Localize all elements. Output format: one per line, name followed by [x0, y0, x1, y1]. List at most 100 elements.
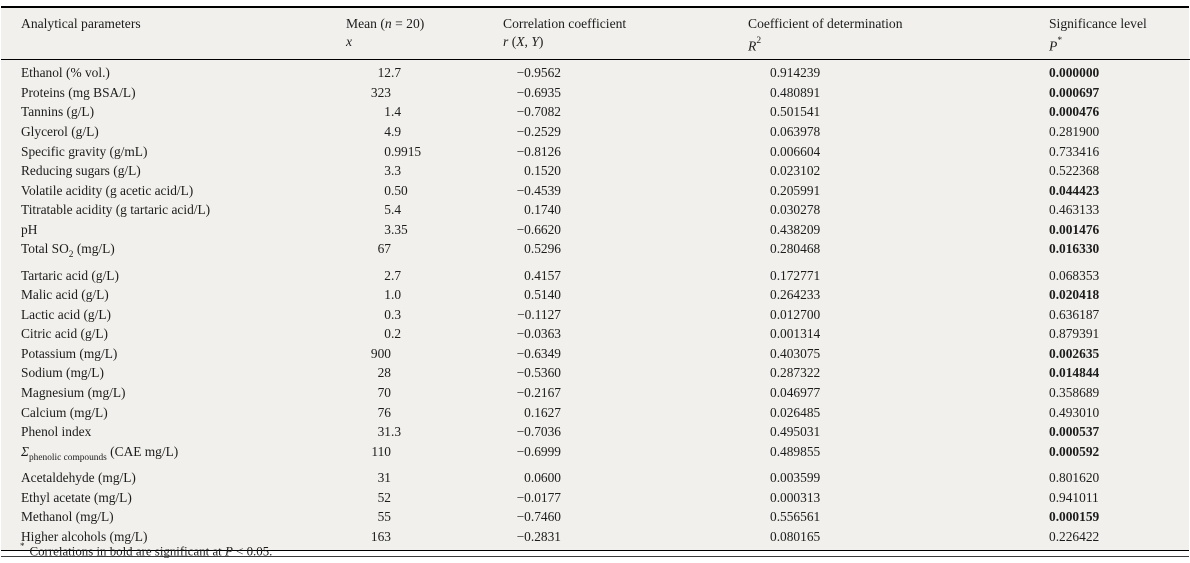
mean-int: 52 — [377, 489, 391, 505]
param-cell: Lactic acid (g/L) — [21, 306, 111, 322]
table-row: Σphenolic compounds (CAE mg/L) 110 −0.6999… — [1, 442, 1190, 468]
table-row: Ethyl acetate (mg/L) 52 −0.0177 0.000313 0.9… — [1, 488, 1190, 508]
correlation-value: −0.4539 — [516, 182, 561, 198]
header-row: Analytical parameters Mean (n = 20) x Co… — [1, 8, 1190, 61]
header-significance-level: Significance level P* — [1049, 8, 1190, 61]
correlation-value: 0.5296 — [524, 241, 561, 257]
determination-cell: 0.030278 — [770, 202, 821, 218]
correlation-cell: −0.2831 — [503, 527, 748, 551]
significance-cell: 0.522368 — [1049, 163, 1100, 179]
table-row: Magnesium (mg/L) 70 −0.2167 0.046977 0.35868… — [1, 383, 1190, 403]
mean-cell: 76 — [346, 403, 503, 423]
mean-int: 67 — [377, 241, 391, 257]
mean-cell: 900 — [346, 344, 503, 364]
determination-cell: 0.280468 — [770, 241, 821, 257]
param-cell: Sodium (mg/L) — [21, 365, 104, 381]
correlation-cell: 0.1627 — [503, 403, 748, 423]
table-row: Acetaldehyde (mg/L) 31 0.0600 0.003599 0.801… — [1, 468, 1190, 488]
table-row: Higher alcohols (mg/L) 163 −0.2831 0.080165… — [1, 527, 1190, 551]
determination-cell: 0.438209 — [770, 221, 821, 237]
mean-cell: 1.0 — [346, 285, 503, 305]
mean-int: 3 — [384, 221, 391, 237]
significance-cell: 0.636187 — [1049, 306, 1100, 322]
determination-cell: 0.403075 — [770, 345, 821, 361]
param-cell: Ethanol (% vol.) — [21, 65, 110, 81]
mean-int: 4 — [384, 123, 391, 139]
mean-int: 900 — [370, 345, 391, 361]
significance-cell: 0.044423 — [1049, 182, 1100, 198]
param-cell: Proteins (mg BSA/L) — [21, 84, 136, 100]
mean-frac: .3 — [391, 424, 402, 440]
table-row: Potassium (mg/L) 900 −0.6349 0.403075 0.0026… — [1, 344, 1190, 364]
mean-frac: .7 — [391, 65, 402, 81]
mean-cell: 28 — [346, 363, 503, 383]
mean-int: 163 — [370, 528, 391, 544]
correlation-value: −0.2529 — [516, 123, 561, 139]
significance-cell: 0.068353 — [1049, 267, 1100, 283]
table-row: Specific gravity (g/mL) 0.9915 −0.8126 0.00… — [1, 142, 1190, 162]
significance-cell: 0.226422 — [1049, 528, 1100, 544]
param-cell: Calcium (mg/L) — [21, 404, 108, 420]
significance-cell: 0.000159 — [1049, 509, 1100, 525]
correlation-cell: −0.2167 — [503, 383, 748, 403]
mean-int: 31 — [377, 470, 391, 486]
determination-cell: 0.914239 — [770, 65, 821, 81]
mean-cell: 110 — [346, 442, 503, 468]
mean-cell: 12.7 — [346, 60, 503, 83]
table-row: Tartaric acid (g/L) 2.7 0.4157 0.172771 0.06… — [1, 266, 1190, 286]
mean-int: 76 — [377, 404, 391, 420]
determination-cell: 0.501541 — [770, 104, 821, 120]
correlation-cell: −0.6620 — [503, 220, 748, 240]
table-row: Ethanol (% vol.) 12.7 −0.9562 0.914239 0.000… — [1, 60, 1190, 83]
param-cell: Titratable acidity (g tartaric acid/L) — [21, 202, 211, 218]
correlation-cell: −0.8126 — [503, 142, 748, 162]
significance-cell: 0.941011 — [1049, 489, 1099, 505]
correlation-cell: 0.1740 — [503, 200, 748, 220]
table-footnote: * Correlations in bold are significant at… — [20, 541, 273, 559]
bottom-rule — [1, 556, 1189, 557]
significance-cell: 0.281900 — [1049, 123, 1100, 139]
mean-int: 28 — [377, 365, 391, 381]
determination-cell: 0.003599 — [770, 470, 821, 486]
table-header: Analytical parameters Mean (n = 20) x Co… — [1, 8, 1190, 61]
correlation-cell: −0.1127 — [503, 305, 748, 325]
mean-cell: 3.35 — [346, 220, 503, 240]
mean-cell: 3.3 — [346, 161, 503, 181]
table-row: Proteins (mg BSA/L) 323 −0.6935 0.480891 0.0… — [1, 83, 1190, 103]
mean-frac: .9 — [391, 123, 402, 139]
correlation-cell: −0.7036 — [503, 422, 748, 442]
correlation-value: −0.6620 — [516, 221, 561, 237]
mean-int: 1 — [384, 287, 391, 303]
significance-cell: 0.879391 — [1049, 326, 1100, 342]
correlation-value: 0.4157 — [524, 267, 561, 283]
header-mean: Mean (n = 20) x — [346, 8, 503, 61]
table-body: Ethanol (% vol.) 12.7 −0.9562 0.914239 0.000… — [1, 60, 1190, 550]
mean-cell: 55 — [346, 507, 503, 527]
param-cell: Malic acid (g/L) — [21, 287, 109, 303]
param-cell: Reducing sugars (g/L) — [21, 163, 141, 179]
table-row: Phenol index 31.3 −0.7036 0.495031 0.000537 — [1, 422, 1190, 442]
table-row: Methanol (mg/L) 55 −0.7460 0.556561 0.000159 — [1, 507, 1190, 527]
header-line1: Significance level — [1049, 16, 1147, 31]
analytical-parameters-table: Analytical parameters Mean (n = 20) x Co… — [1, 6, 1190, 552]
param-cell: Citric acid (g/L) — [21, 326, 109, 342]
mean-frac: .3 — [391, 163, 402, 179]
mean-int: 0 — [384, 143, 391, 159]
mean-int: 0 — [384, 306, 391, 322]
mean-cell: 52 — [346, 488, 503, 508]
determination-cell: 0.063978 — [770, 123, 821, 139]
determination-cell: 0.046977 — [770, 385, 821, 400]
mean-frac: .7 — [391, 267, 402, 283]
determination-cell: 0.026485 — [770, 404, 821, 420]
mean-cell: 0.50 — [346, 181, 503, 201]
param-cell: pH — [21, 221, 38, 237]
determination-cell: 0.495031 — [770, 424, 821, 440]
header-line1: Analytical parameters — [21, 16, 141, 31]
correlation-value: −0.1127 — [517, 306, 561, 322]
param-cell: Methanol (mg/L) — [21, 509, 114, 525]
mean-frac: .50 — [391, 182, 408, 198]
mean-frac: .4 — [391, 104, 402, 120]
mean-frac: .9915 — [391, 143, 422, 159]
table-row: Citric acid (g/L) 0.2 −0.0363 0.001314 0.879… — [1, 324, 1190, 344]
